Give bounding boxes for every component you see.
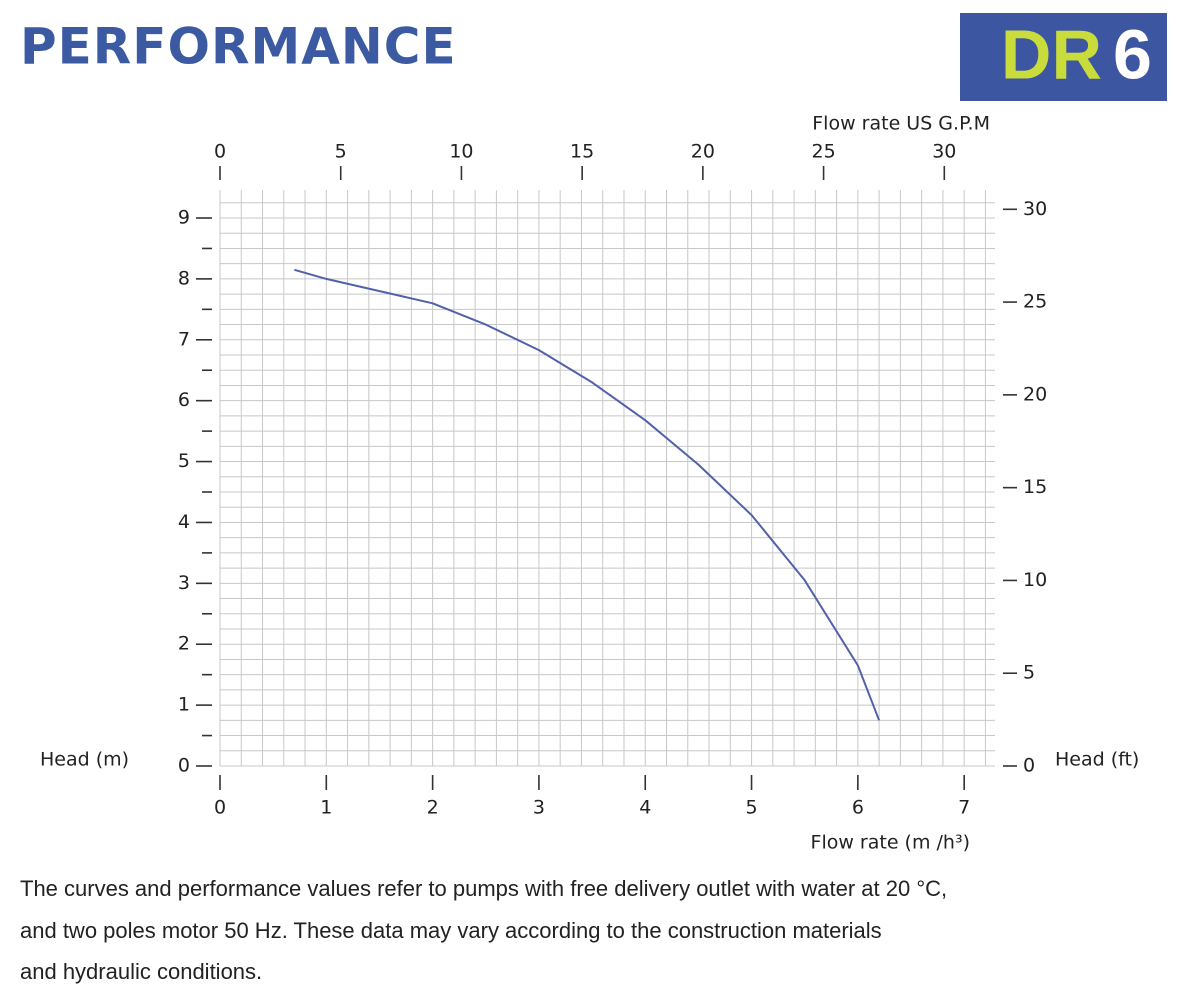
x2-tick-label: 25 xyxy=(811,141,835,163)
x-tick-label: 2 xyxy=(427,797,439,819)
y2-tick-label: 15 xyxy=(1023,476,1047,498)
x-tick-label: 7 xyxy=(958,797,970,819)
performance-curve xyxy=(294,268,881,721)
y2-axis-label: Head (ft) xyxy=(1055,749,1139,771)
y2-tick-label: 0 xyxy=(1023,755,1035,777)
x2-tick-label: 10 xyxy=(449,141,473,163)
y-axis-label: Head (m) xyxy=(40,749,129,771)
x-tick-label: 0 xyxy=(214,797,226,819)
y2-tick-label: 25 xyxy=(1023,291,1047,313)
x-tick-label: 4 xyxy=(639,797,651,819)
y-tick-label: 4 xyxy=(178,511,190,533)
page-title: PERFORMANCE xyxy=(20,18,457,76)
badge xyxy=(960,13,1167,101)
y2-tick-label: 20 xyxy=(1023,383,1047,405)
y-tick-label: 2 xyxy=(178,633,190,655)
y-tick-label: 0 xyxy=(178,755,190,777)
badge-number: 6 xyxy=(1113,15,1152,93)
x2-tick-label: 0 xyxy=(214,141,226,163)
x-tick-label: 3 xyxy=(533,797,545,819)
x2-tick-label: 20 xyxy=(691,141,715,163)
x2-tick-label: 15 xyxy=(570,141,594,163)
y2-tick-label: 5 xyxy=(1023,662,1035,684)
y-tick-label: 5 xyxy=(178,450,190,472)
x2-tick-label: 30 xyxy=(932,141,956,163)
y2-tick-label: 10 xyxy=(1023,569,1047,591)
x-axis-label: Flow rate (m /h³) xyxy=(811,832,970,854)
x-tick-label: 6 xyxy=(852,797,864,819)
badge-model: DR xyxy=(1001,15,1102,93)
x2-axis-label: Flow rate US G.P.M xyxy=(812,113,990,135)
y-tick-label: 6 xyxy=(178,389,190,411)
x2-tick-label: 5 xyxy=(335,141,347,163)
y-tick-label: 3 xyxy=(178,572,190,594)
y2-tick-label: 30 xyxy=(1023,198,1047,220)
footnote-line: and hydraulic conditions. xyxy=(20,959,262,984)
x-tick-label: 5 xyxy=(746,797,758,819)
x-tick-label: 1 xyxy=(320,797,332,819)
footnote-line: and two poles motor 50 Hz. These data ma… xyxy=(20,918,882,943)
footnote-line: The curves and performance values refer … xyxy=(20,876,947,901)
y-tick-label: 8 xyxy=(178,267,190,289)
y-tick-label: 9 xyxy=(178,207,190,229)
y-tick-label: 1 xyxy=(178,694,190,716)
y-tick-label: 7 xyxy=(178,328,190,350)
